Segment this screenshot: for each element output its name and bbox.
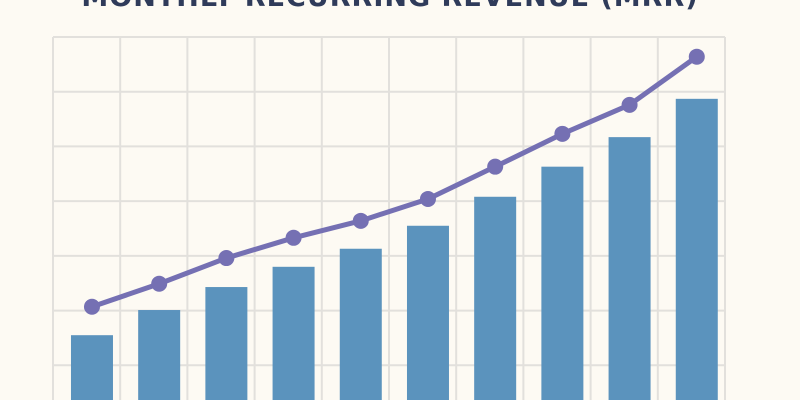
bar (675, 98, 718, 400)
bar (205, 287, 248, 400)
line-point (352, 212, 369, 229)
line-point (688, 48, 705, 65)
bar (339, 248, 382, 400)
bar (608, 137, 651, 400)
line-point (83, 298, 100, 315)
line-point (419, 190, 436, 207)
bar (272, 266, 315, 400)
bar (406, 225, 449, 400)
line-point (151, 275, 168, 292)
chart-title: MONTHLY RECURRING REVENUE (MRR) (81, 0, 698, 13)
line-point (554, 125, 571, 142)
line-point (218, 250, 235, 267)
line-point (285, 229, 302, 246)
bar (138, 310, 181, 400)
bar (70, 335, 113, 400)
line (91, 54, 699, 310)
bar (541, 166, 584, 400)
line-point (621, 96, 638, 113)
bar (474, 196, 517, 400)
line-point (487, 158, 504, 175)
